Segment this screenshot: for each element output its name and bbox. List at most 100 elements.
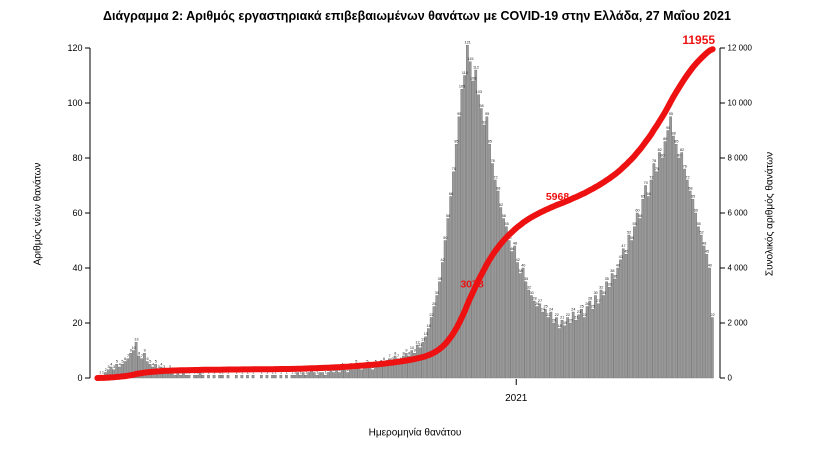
daily-bar — [555, 317, 558, 379]
bar-value-label: 3 — [158, 365, 160, 369]
daily-bar — [393, 355, 397, 379]
bar-value-label: 45 — [705, 250, 709, 254]
left-tick-label: 80 — [72, 153, 82, 163]
bar-value-label: 6 — [383, 357, 385, 361]
bar-value-label: 2 — [105, 368, 107, 372]
bar-value-label: 86 — [663, 137, 667, 141]
daily-bar — [608, 287, 611, 379]
daily-bar — [685, 179, 689, 379]
daily-bar — [446, 218, 450, 379]
daily-bar — [360, 369, 363, 379]
bar-value-label: 75 — [452, 167, 456, 171]
daily-bar — [184, 375, 188, 379]
bar-value-label: 58 — [638, 214, 642, 218]
bar-value-label: 88 — [672, 131, 676, 135]
bar-value-label: 1 — [291, 371, 293, 375]
daily-bar — [131, 350, 135, 379]
daily-bar — [285, 375, 288, 379]
bar-value-label: 6 — [391, 357, 393, 361]
daily-bar — [560, 320, 564, 379]
daily-bar — [630, 240, 633, 379]
daily-bar — [454, 144, 458, 379]
daily-bar — [541, 311, 544, 379]
daily-bar — [363, 366, 366, 379]
bar-value-label: 1 — [294, 371, 296, 375]
bar-value-label: 60 — [694, 208, 698, 212]
daily-bar — [557, 328, 561, 379]
left-tick-label: 0 — [77, 373, 82, 383]
bar-value-label: 1 — [274, 371, 276, 375]
bar-value-label: 7 — [389, 354, 391, 358]
daily-bar — [477, 94, 480, 379]
bar-value-label: 20 — [569, 318, 573, 322]
bar-value-label: 72 — [685, 175, 689, 179]
bar-value-label: 5 — [149, 360, 151, 364]
bar-value-label: 1 — [272, 371, 274, 375]
daily-bar — [535, 306, 539, 379]
daily-bar — [137, 355, 141, 379]
bar-value-label: 24 — [549, 307, 553, 311]
daily-bar — [179, 375, 182, 379]
bar-value-label: 15 — [424, 332, 428, 336]
daily-bar — [546, 317, 550, 379]
bar-value-label: 11 — [418, 343, 422, 347]
daily-bar — [312, 372, 316, 379]
bar-value-label: 26 — [535, 302, 539, 306]
daily-bar — [507, 240, 511, 379]
bar-value-label: 62 — [499, 203, 503, 207]
annotation-11955: 11955 — [682, 33, 715, 47]
daily-bar — [418, 347, 422, 379]
daily-bar — [699, 234, 703, 379]
bar-value-label: 103 — [476, 90, 482, 94]
daily-bar — [499, 207, 503, 379]
daily-bar — [708, 267, 711, 379]
bar-value-label: 98 — [479, 104, 483, 108]
daily-bar — [621, 248, 625, 379]
daily-bar — [646, 196, 650, 379]
daily-bar — [207, 375, 210, 379]
chart-title: Διάγραμμα 2: Αριθμός εργαστηριακά επιβεβ… — [103, 9, 731, 23]
daily-bar — [443, 240, 447, 379]
bar-value-label: 28 — [588, 296, 592, 300]
right-axis: 0 2 000 4 000 6 000 8 000 10 000 12 000 — [719, 44, 753, 383]
bar-value-label: 30 — [602, 291, 606, 295]
bar-value-label: 3 — [107, 365, 109, 369]
daily-bar — [602, 295, 606, 379]
bar-value-label: 1 — [316, 371, 318, 375]
daily-bar — [574, 320, 578, 379]
daily-bars — [98, 45, 714, 379]
bar-value-label: 52 — [627, 230, 631, 234]
daily-bar — [198, 372, 202, 379]
daily-bar — [524, 281, 528, 379]
daily-bar — [655, 171, 659, 379]
daily-bar — [388, 358, 391, 379]
left-tick-label: 60 — [72, 208, 82, 218]
bar-value-label: 110 — [462, 71, 468, 75]
daily-bar — [471, 80, 475, 379]
daily-bar — [549, 311, 553, 379]
bar-value-label: 26 — [432, 302, 436, 306]
bar-value-label: 48 — [513, 241, 517, 245]
bar-value-label: 70 — [644, 181, 648, 185]
daily-bar — [218, 375, 221, 379]
bar-value-label: 8 — [408, 351, 410, 355]
daily-bar — [633, 226, 636, 379]
daily-bar — [680, 152, 684, 379]
daily-bar — [234, 375, 238, 379]
bar-value-label: 35 — [438, 277, 442, 281]
bar-value-label: 4 — [110, 362, 112, 366]
bar-value-label: 95 — [485, 112, 489, 116]
bar-value-label: 32 — [527, 285, 531, 289]
bar-value-label: 105 — [459, 85, 465, 89]
bar-value-label: 20 — [552, 318, 556, 322]
bar-value-label: 55 — [633, 222, 637, 226]
daily-bar — [516, 262, 519, 379]
bar-value-label: 22 — [582, 313, 586, 317]
bar-value-label: 9 — [130, 349, 132, 353]
daily-bar — [594, 295, 597, 379]
daily-bar — [694, 212, 697, 379]
daily-bar — [596, 303, 600, 379]
bar-value-label: 78 — [491, 159, 495, 163]
daily-bar — [510, 251, 514, 379]
